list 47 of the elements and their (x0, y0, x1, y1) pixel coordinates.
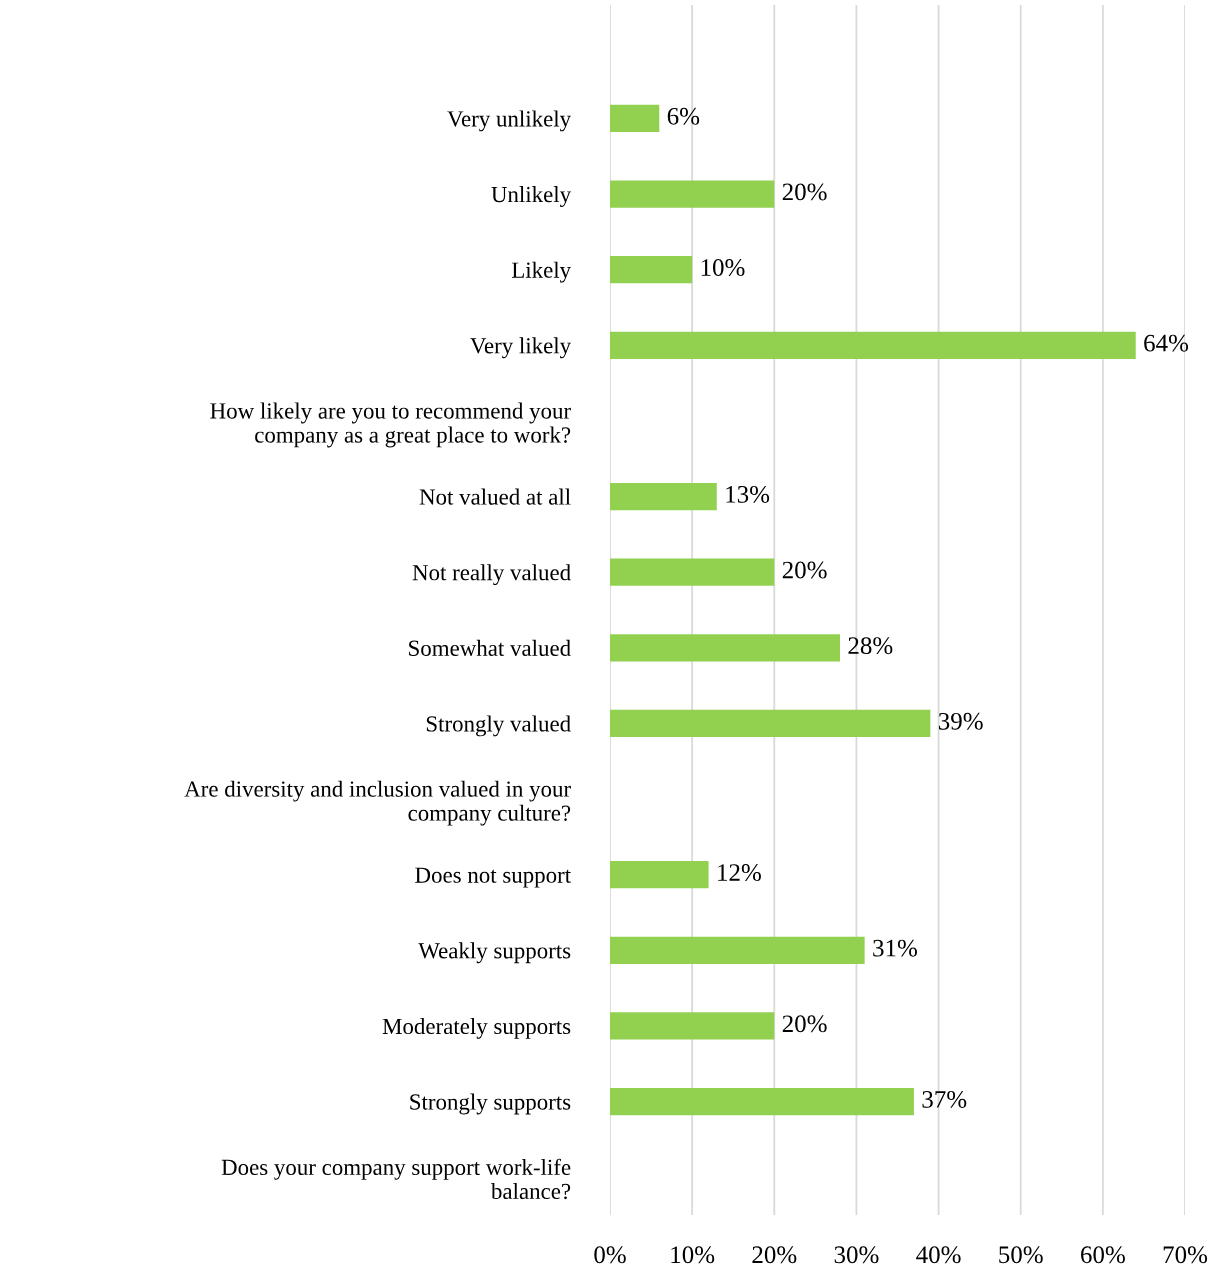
bar (610, 558, 775, 586)
y-tick-label: Likely (511, 261, 572, 283)
data-label: 39% (938, 712, 983, 730)
x-tick-label: 30% (834, 1246, 879, 1264)
bar (610, 634, 840, 662)
bar (610, 104, 660, 133)
x-tick-label: 60% (1081, 1246, 1125, 1264)
bar (610, 936, 865, 964)
y-tick-label: Unlikely (491, 186, 572, 207)
x-tick-label: 50% (999, 1246, 1043, 1264)
bar (610, 709, 931, 738)
data-label: 10% (701, 259, 745, 277)
y-tick-label: Does not support (415, 867, 571, 888)
bar (610, 256, 693, 284)
y-tick-label: Very likely (470, 337, 572, 359)
y-tick-label: Somewhat valued (409, 639, 571, 656)
x-tick-label: 20% (752, 1246, 797, 1264)
data-label: 20% (782, 561, 827, 579)
y-tick-label: Moderately supports (382, 1017, 571, 1039)
bar (610, 1012, 775, 1040)
y-tick-label: Not valued at all (419, 488, 571, 505)
bar (610, 482, 717, 511)
x-tick-label: 10% (671, 1246, 715, 1264)
y-tick-label: Are diversity and inclusion valued in your company culture? (184, 780, 571, 826)
data-label: 13% (726, 485, 770, 503)
data-label: 64% (1144, 334, 1189, 352)
y-tick-label: Does your company support work-life balance? (221, 1158, 571, 1200)
data-label: 31% (873, 939, 918, 957)
x-tick-label: 70% (1163, 1246, 1208, 1264)
data-label: 6% (667, 107, 700, 125)
y-tick-label: Not really valued (412, 564, 571, 586)
bar (610, 180, 775, 208)
x-tick-label: 0% (594, 1246, 626, 1264)
data-label: 28% (848, 637, 893, 655)
y-tick-label: Strongly valued (426, 715, 571, 737)
bar (610, 1087, 914, 1116)
data-label: 20% (782, 1015, 827, 1033)
y-tick-label: Weakly supports (418, 942, 571, 964)
y-tick-label: Very unlikely (447, 110, 572, 132)
data-label: 12% (718, 864, 761, 882)
bar (610, 861, 709, 889)
y-tick-label: Strongly supports (410, 1093, 571, 1115)
y-tick-label: How likely are you to recommend your company as a great place to work? (210, 402, 571, 448)
x-tick-label: 40% (916, 1246, 961, 1264)
data-label: 20% (782, 183, 827, 201)
bar (610, 331, 1136, 359)
data-label: 37% (922, 1090, 967, 1108)
